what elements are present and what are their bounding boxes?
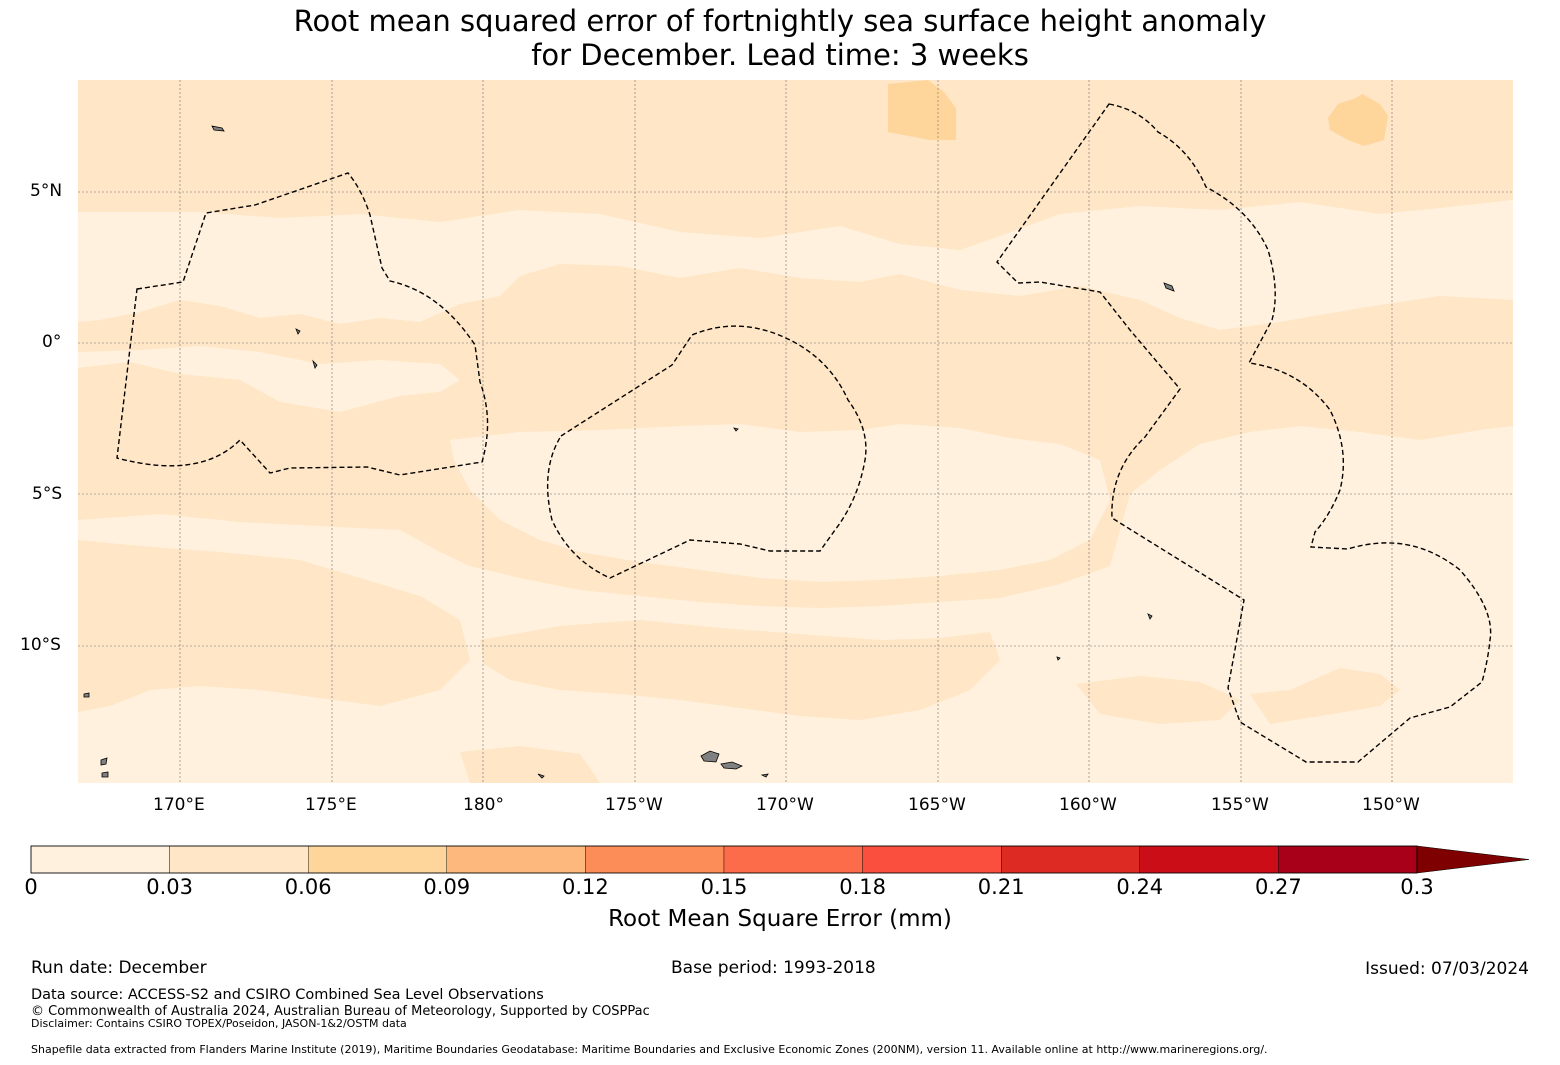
lat-label-10s: 10°S (20, 635, 61, 655)
lat-label-5s: 5°S (32, 484, 63, 504)
copyright: © Commonwealth of Australia 2024, Austra… (31, 1004, 650, 1019)
graticule (78, 80, 1513, 783)
colorbar-extend-arrow (1416, 845, 1530, 874)
eez-boundary-line-islands (996, 103, 1492, 763)
island-atoll-3 (312, 359, 318, 369)
island-atoll-8 (760, 773, 769, 778)
colorbar-tick-label: 0.12 (562, 875, 609, 899)
figure-title-line-1: Root mean squared error of fortnightly s… (293, 4, 1267, 38)
colorbar-tick-label: 0.03 (146, 875, 193, 899)
colorbar-segment-8 (1139, 845, 1279, 874)
island-far-west-1 (83, 692, 90, 698)
colorbar-segment-3 (446, 845, 586, 874)
issued-date: Issued: 07/03/2024 (1365, 959, 1529, 979)
rmse-low-band-north (78, 200, 1513, 330)
colorbar-segment-1 (169, 845, 309, 874)
colorbar-segment-5 (723, 845, 863, 874)
colorbar-segment-0 (30, 845, 170, 874)
island-atoll-5 (295, 328, 301, 335)
island-far-west-2 (100, 757, 108, 766)
data-source: Data source: ACCESS-S2 and CSIRO Combine… (31, 987, 544, 1003)
figure-title-line-2: for December. Lead time: 3 weeks (531, 38, 1029, 72)
colorbar-segment-2 (308, 845, 448, 874)
island-atoll-2 (1163, 282, 1175, 292)
lon-label-175e: 175°E (305, 795, 357, 815)
island-far-west-3 (101, 771, 109, 778)
land-islands (83, 125, 1175, 779)
lon-label-150w: 150°W (1362, 795, 1420, 815)
lat-label-5n: 5°N (30, 181, 63, 201)
base-period: Base period: 1993-2018 (671, 958, 876, 978)
lat-label-0: 0° (42, 332, 62, 352)
colorbar-tick-label: 0.3 (1400, 875, 1434, 899)
rmse-high-patch-northeast (1328, 94, 1388, 146)
colorbar-segments (30, 845, 1418, 874)
colorbar-tick-label: 0.27 (1255, 875, 1302, 899)
rmse-low-central (450, 424, 1110, 582)
island-atoll-6 (1056, 656, 1061, 661)
colorbar-tick-label: 0.21 (977, 875, 1025, 899)
island-samoa-savaii (720, 761, 743, 770)
rmse-low-patch-equator (78, 346, 460, 412)
rmse-mid-patch-south-central (480, 620, 1000, 720)
lon-label-175w: 175°W (605, 795, 663, 815)
rmse-field (78, 80, 1513, 783)
eez-boundary-tuvalu (116, 172, 489, 476)
disclaimer: Disclaimer: Contains CSIRO TOPEX/Poseido… (31, 1017, 407, 1030)
rmse-mid-patch-southwest (78, 540, 470, 712)
rmse-mid-patch-southeast (1076, 676, 1240, 724)
colorbar-tick-label: 0 (24, 875, 38, 899)
island-samoa-upolu (700, 750, 720, 763)
rmse-high-patch-north (888, 80, 956, 140)
run-date: Run date: December (31, 958, 207, 978)
island-atoll-1 (211, 125, 225, 132)
colorbar-tick-label: 0.24 (1116, 875, 1164, 899)
colorbar-outline (30, 845, 1418, 874)
rmse-mid-patch-south-bottom (460, 746, 600, 783)
lon-label-170e: 170°E (153, 795, 205, 815)
lon-label-165w: 165°W (908, 795, 966, 815)
island-atoll-4 (733, 427, 739, 432)
colorbar-segment-9 (1278, 845, 1418, 874)
island-atoll-7 (1147, 613, 1153, 620)
colorbar-tick-label: 0.06 (284, 875, 332, 899)
lon-label-170w: 170°W (756, 795, 814, 815)
rmse-mid-patch-far-southeast (1250, 668, 1400, 724)
island-atoll-9 (537, 773, 545, 779)
lon-label-155w: 155°W (1211, 795, 1269, 815)
colorbar-tick-label: 0.09 (423, 875, 471, 899)
colorbar-segment-4 (585, 845, 725, 874)
colorbar-label: Root Mean Square Error (mm) (608, 906, 952, 932)
shapefile-credit: Shapefile data extracted from Flanders M… (31, 1043, 1268, 1056)
colorbar-tick-label: 0.18 (839, 875, 886, 899)
lon-label-160w: 160°W (1059, 795, 1117, 815)
eez-boundary-tokelau (546, 325, 867, 579)
colorbar-segment-6 (862, 845, 1002, 874)
colorbar (30, 845, 1530, 874)
eez-boundaries (116, 103, 1492, 763)
colorbar-segment-7 (1001, 845, 1141, 874)
colorbar-tick-label: 0.15 (700, 875, 748, 899)
lon-label-180: 180° (463, 795, 504, 815)
